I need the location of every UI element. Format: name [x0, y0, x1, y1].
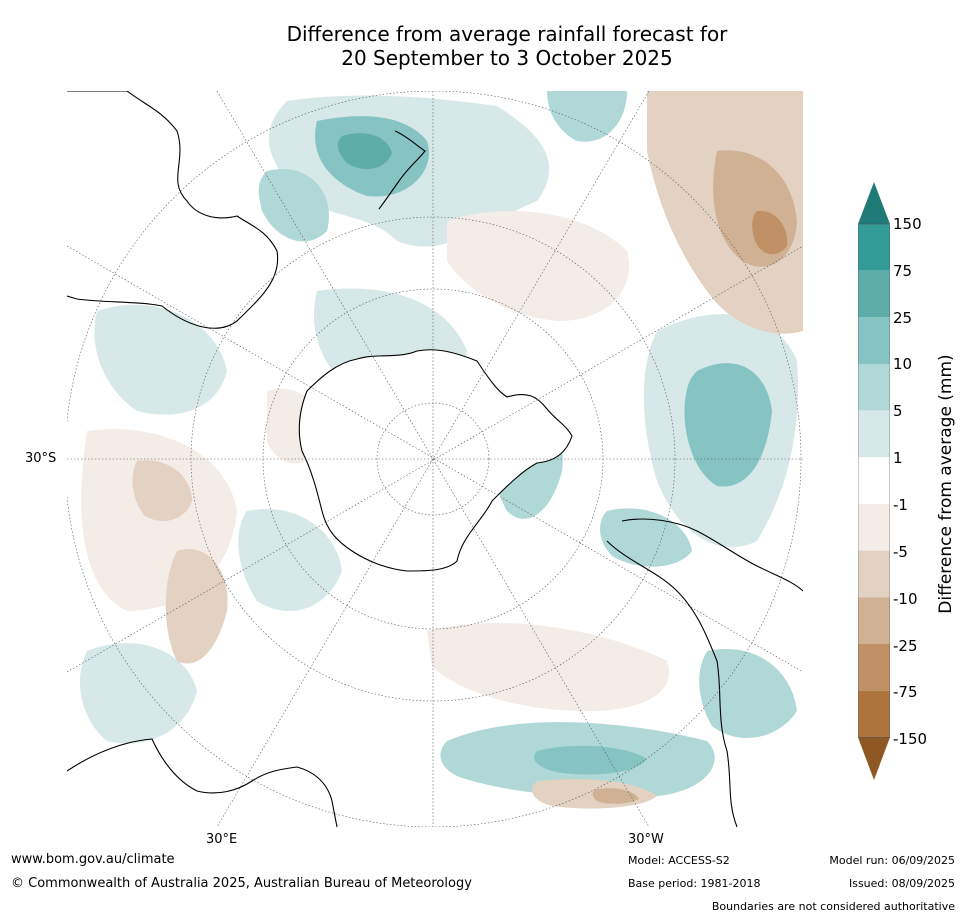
- footer-issued: Issued: 08/09/2025: [848, 877, 955, 890]
- colorbar-tick: -1: [893, 496, 908, 514]
- colorbar-svg: [857, 182, 891, 780]
- colorbar-top-extension: [858, 182, 890, 224]
- colorbar-tick: 25: [893, 309, 913, 327]
- polar-map: [67, 91, 803, 827]
- colorbar-tick: 10: [893, 355, 913, 373]
- footer-copyright: © Commonwealth of Australia 2025, Austra…: [11, 876, 472, 891]
- wet-region-southern-ocean-west: [238, 509, 342, 611]
- dry-region-top-right-peak: [752, 210, 788, 255]
- longitude-label-30w: 30°W: [628, 832, 664, 847]
- colorbar-tick: -10: [893, 590, 918, 608]
- latitude-label-30s: 30°S: [25, 451, 57, 466]
- wetter-regions: [79, 91, 798, 798]
- wet-region-south-atlantic-core: [534, 745, 647, 775]
- colorbar-tick: -25: [893, 637, 918, 655]
- colorbar-band: [858, 644, 890, 691]
- meridian-diag-2: [216, 91, 650, 827]
- chart-title: Difference from average rainfall forecas…: [0, 22, 965, 70]
- colorbar-tick: -150: [893, 730, 928, 748]
- colorbar-tick: 1: [893, 449, 903, 467]
- africa-coastline: [67, 738, 338, 827]
- colorbar-tick: 75: [893, 262, 913, 280]
- dry-region-africa-sw: [165, 549, 228, 664]
- dry-region-south-atlantic: [427, 622, 669, 711]
- south-america-coastline: [606, 518, 803, 827]
- colorbar-tick: 150: [893, 215, 922, 233]
- map-svg: [67, 91, 803, 827]
- meridian-diag-1: [216, 91, 650, 827]
- footer-model: Model: ACCESS-S2: [628, 854, 730, 867]
- footer-website[interactable]: www.bom.gov.au/climate: [11, 852, 175, 867]
- graticule: [67, 91, 803, 827]
- antarctica-coastline: [298, 349, 573, 572]
- colorbar-band: [858, 270, 890, 318]
- wet-region-nz-peak: [337, 133, 392, 169]
- footer-disclaimer: Boundaries are not considered authoritat…: [711, 900, 955, 913]
- colorbar-bottom-extension: [858, 737, 890, 780]
- colorbar-band: [858, 457, 890, 504]
- wet-region-top-right: [547, 91, 627, 142]
- footer-base-period: Base period: 1981-2018: [628, 877, 761, 890]
- footer-model-run: Model run: 06/09/2025: [829, 854, 955, 867]
- longitude-label-30e: 30°E: [206, 832, 238, 847]
- colorbar-band: [858, 550, 890, 598]
- wet-region-indian-ocean: [94, 304, 227, 415]
- colorbar-label: Difference from average (mm): [936, 354, 956, 614]
- title-line-2: 20 September to 3 October 2025: [341, 46, 673, 70]
- wet-region-east-pacific-core: [684, 363, 772, 487]
- colorbar-band: [858, 317, 890, 364]
- colorbar-band: [858, 690, 890, 738]
- dry-region-pacific-central: [447, 211, 629, 321]
- dry-region-indian-core: [132, 460, 192, 521]
- wet-region-africa-south: [79, 643, 197, 744]
- colorbar-band: [858, 597, 890, 644]
- colorbar-tick: 5: [893, 402, 903, 420]
- australia-coastline: [67, 91, 279, 329]
- wet-region-south-africa-east: [699, 649, 797, 738]
- new-zealand-coastline: [378, 130, 426, 210]
- colorbar-tick: -75: [893, 683, 918, 701]
- colorbar: [857, 182, 891, 782]
- title-line-1: Difference from average rainfall forecas…: [286, 22, 728, 46]
- dry-region-south-atlantic-peak: [592, 788, 639, 804]
- wet-region-south-america: [600, 508, 692, 567]
- wet-region-tasman: [258, 169, 329, 242]
- latitude-circle-outer: [67, 91, 802, 827]
- colorbar-band: [858, 224, 890, 271]
- colorbar-band: [858, 410, 890, 458]
- colorbar-band: [858, 364, 890, 411]
- colorbar-tick: -5: [893, 543, 908, 561]
- colorbar-band: [858, 504, 890, 551]
